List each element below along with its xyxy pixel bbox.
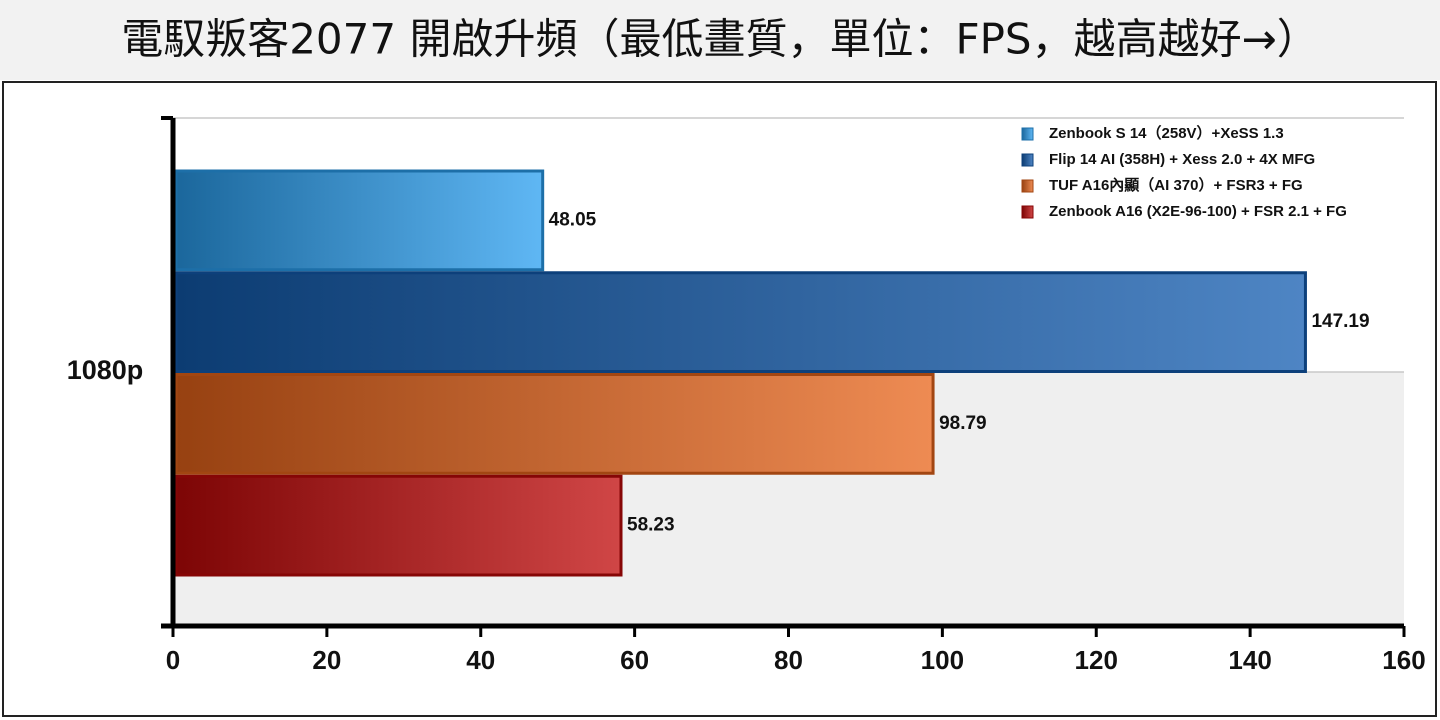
bar	[174, 271, 1307, 373]
legend-label: Flip 14 AI (358H) + Xess 2.0 + 4X MFG	[1049, 151, 1315, 168]
bar	[174, 373, 935, 475]
x-tick-label: 100	[921, 645, 964, 675]
value-label: 98.79	[939, 413, 987, 434]
x-tick-label: 120	[1075, 645, 1118, 675]
legend-swatch	[1021, 153, 1034, 167]
value-label: 147.19	[1311, 311, 1369, 332]
legend-label: TUF A16內顯（AI 370）+ FSR3 + FG	[1049, 176, 1303, 194]
value-label: 48.05	[549, 209, 597, 230]
x-tick-label: 80	[774, 645, 803, 675]
y-tick-label: 1080p	[67, 355, 144, 385]
title-band	[0, 0, 1440, 80]
legend-swatch	[1021, 205, 1034, 219]
legend-swatch	[1021, 179, 1034, 193]
value-label: 58.23	[627, 515, 675, 536]
bar	[174, 474, 623, 577]
x-tick-label: 160	[1382, 645, 1425, 675]
legend-label: Zenbook A16 (X2E-96-100) + FSR 2.1 + FG	[1049, 203, 1347, 220]
x-tick-label: 140	[1228, 645, 1271, 675]
chart-title: 電馭叛客2077 開啟升頻（最低畫質，單位：FPS，越高越好→）	[121, 15, 1319, 64]
x-tick-label: 60	[620, 645, 649, 675]
x-tick-label: 40	[466, 645, 495, 675]
bar	[174, 169, 545, 272]
x-tick-label: 20	[312, 645, 341, 675]
x-tick-label: 0	[166, 645, 180, 675]
legend-label: Zenbook S 14（258V）+XeSS 1.3	[1049, 124, 1284, 142]
legend-swatch	[1021, 127, 1034, 141]
